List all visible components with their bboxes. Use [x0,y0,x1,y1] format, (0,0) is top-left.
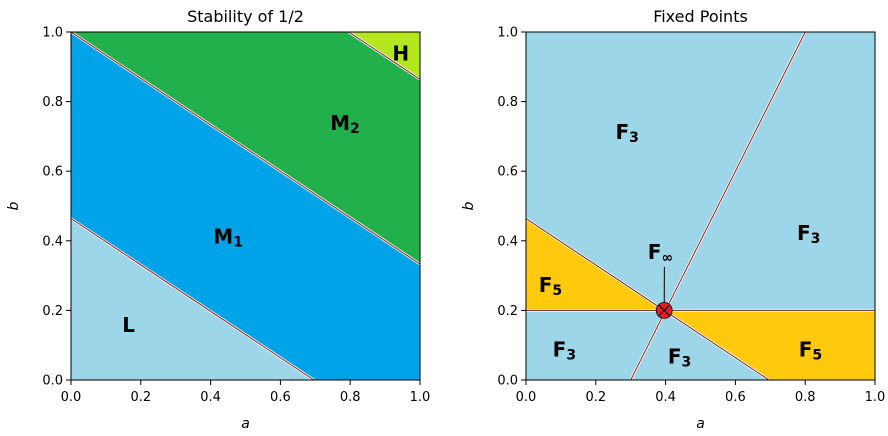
chart-title: Fixed Points [653,7,748,26]
region-label-f3-c-subscript: 3 [566,347,576,363]
region-label-f3-a-subscript: 3 [629,130,639,146]
region-label-m2-subscript: 2 [350,121,360,137]
region-label-f3-b: F3 [797,220,820,247]
region-label-f5-a: F5 [539,273,562,300]
region-label-f5-b-base: F [799,337,813,361]
region-label-f3-d: F3 [668,344,691,371]
region-label-h: H [392,41,409,65]
x-tick-label: 1.0 [865,390,886,405]
region-label-f3-a: F3 [615,119,638,146]
annotation-label-subscript: ∞ [661,250,673,266]
y-tick-label: 0.6 [42,165,63,180]
y-tick-label: 0.8 [42,95,63,110]
y-tick-label: 0.6 [497,165,518,180]
boundary-line [348,32,420,80]
y-tick-label: 0.2 [42,304,63,319]
region-label-f3-c-base: F [553,337,567,361]
region-label-m1-subscript: 1 [233,234,243,250]
annotation-label: F∞ [648,239,673,265]
region-label-f3-b-subscript: 3 [811,231,821,247]
y-axis-label: b [6,201,22,210]
x-tick-label: 0.0 [61,390,82,405]
region-label-m1: M1 [213,224,243,251]
x-tick-label: 0.4 [200,390,221,405]
boundary-line [71,218,315,380]
region-m1 [71,32,420,380]
axes-frame [70,31,421,381]
x-tick-label: 0.8 [795,390,816,405]
y-axis-label: b [461,201,477,210]
plot-area [526,32,875,380]
region-label-l: L [122,313,135,337]
region-label-h-base: H [392,41,409,65]
x-axis-label: a [241,416,250,432]
boundary-line [526,218,770,380]
region-label-f3-d-base: F [668,344,682,368]
plot-area [71,32,420,380]
fixed-point-cross [658,304,670,316]
region-label-f5-a-base: F [539,273,553,297]
y-tick-label: 1.0 [497,26,518,41]
y-tick-label: 1.0 [42,26,63,41]
y-tick-label: 0.2 [497,304,518,319]
region-label-l-base: L [122,313,135,337]
annotation-label-base: F [648,239,662,263]
y-tick-label: 0.0 [42,374,63,389]
region-label-f3-c: F3 [553,337,576,364]
chart-title: Stability of 1/2 [187,7,304,26]
y-tick-label: 0.4 [497,234,518,249]
x-tick-label: 0.2 [585,390,606,405]
y-tick-label: 0.4 [42,234,63,249]
boundary-line [71,32,420,265]
boundary-line [630,32,806,380]
x-tick-label: 0.6 [270,390,291,405]
region-label-m2-base: M [330,111,350,135]
y-tick-label: 0.0 [497,374,518,389]
region-label-f5-b-subscript: 5 [812,347,822,363]
region-label-f3-a-base: F [615,119,629,143]
region-label-f5-b: F5 [799,337,822,364]
region-label-m2: M2 [330,111,360,138]
axes-frame [525,31,876,381]
x-tick-label: 0.8 [340,390,361,405]
region-label-f5-a-subscript: 5 [552,283,562,299]
y-tick-label: 0.8 [497,95,518,110]
region-f5-b [664,310,875,380]
region-label-f3-d-subscript: 3 [682,354,692,370]
x-tick-label: 0.0 [516,390,537,405]
x-tick-label: 0.6 [725,390,746,405]
x-axis-label: a [696,416,705,432]
region-label-f3-b-base: F [797,220,811,244]
x-tick-label: 1.0 [410,390,431,405]
region-label-m1-base: M [213,224,233,248]
x-tick-label: 0.4 [655,390,676,405]
x-tick-label: 0.2 [130,390,151,405]
